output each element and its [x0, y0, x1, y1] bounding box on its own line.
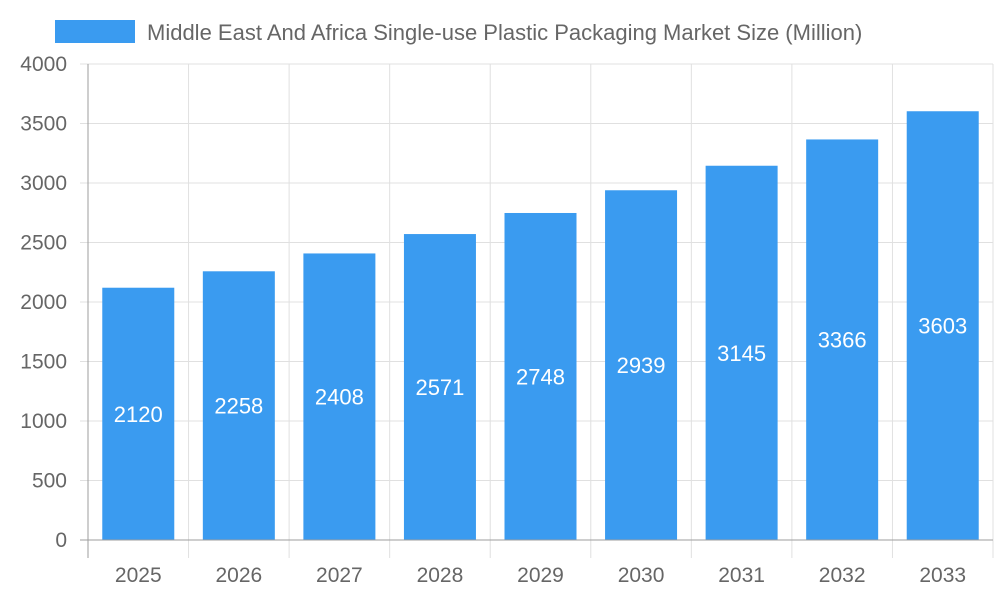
y-tick-label: 2500	[20, 232, 67, 255]
data-label-2025: 2120	[114, 402, 163, 427]
legend-label: Middle East And Africa Single-use Plasti…	[147, 20, 862, 45]
bar-2031	[705, 165, 778, 540]
bars: 2120 2258 2408 2571 2748 2939 3145 3366 3603	[102, 111, 979, 541]
x-tick-label: 2028	[417, 564, 464, 587]
y-tick-label: 500	[32, 470, 67, 493]
x-tick-label: 2030	[618, 564, 665, 587]
bar-2033	[906, 111, 979, 541]
data-label-2031: 3145	[717, 341, 766, 366]
data-label-2028: 2571	[415, 375, 464, 400]
x-tick-label: 2027	[316, 564, 363, 587]
y-tick-label: 2000	[20, 291, 67, 314]
x-tick-label: 2026	[215, 564, 262, 587]
bar-2026	[202, 271, 275, 540]
data-label-2029: 2748	[516, 364, 565, 389]
x-tick-label: 2025	[115, 564, 162, 587]
legend[interactable]: Middle East And Africa Single-use Plasti…	[55, 20, 862, 45]
axes: 0 500 1000 1500 2000 2500 3000 3500 4000 2025 2026…	[20, 53, 993, 587]
bar-2029	[504, 212, 577, 540]
y-tick-label: 4000	[20, 53, 67, 76]
legend-swatch	[55, 20, 135, 43]
x-tick-label: 2031	[718, 564, 765, 587]
x-tick-label: 2033	[919, 564, 966, 587]
y-tick-label: 1000	[20, 410, 67, 433]
bar-2032	[806, 139, 879, 541]
bar-2030	[605, 190, 678, 540]
y-tick-label: 0	[55, 529, 67, 552]
x-tick-label: 2032	[819, 564, 866, 587]
data-label-2027: 2408	[315, 385, 364, 410]
data-label-2030: 2939	[617, 353, 666, 378]
bar-2025	[102, 287, 175, 540]
x-tick-label: 2029	[517, 564, 564, 587]
data-label-2026: 2258	[214, 394, 263, 419]
data-label-2033: 3603	[918, 314, 967, 339]
bar-2028	[403, 234, 476, 540]
bar-2027	[303, 253, 376, 540]
data-label-2032: 3366	[818, 328, 867, 353]
y-tick-label: 1500	[20, 351, 67, 374]
y-tick-label: 3500	[20, 113, 67, 136]
y-tick-label: 3000	[20, 172, 67, 195]
